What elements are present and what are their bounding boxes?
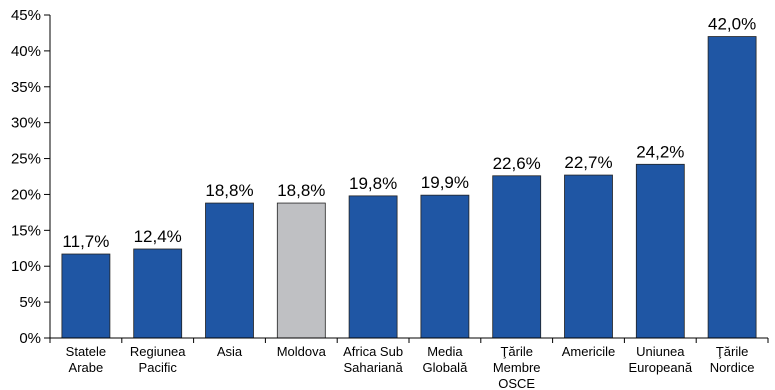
bars (62, 37, 756, 338)
bar-media-globala (421, 195, 469, 338)
data-label-media-globala: 19,9% (421, 173, 469, 192)
y-tick-label: 0% (19, 330, 41, 347)
bar-regiunea-pacific (134, 249, 182, 338)
x-tick-label-line: Nordice (710, 360, 755, 375)
x-tick-label-statele-arabe: Statele Arabe (66, 344, 106, 375)
x-tick-label-tarile-nordice: Ţările Nordice (710, 344, 755, 375)
bar-asia (206, 203, 254, 338)
x-tick-label-regiunea-pacific: Regiunea Pacific (130, 344, 186, 375)
x-tick-label-line: Uniunea (636, 344, 685, 359)
data-label-uniunea-europeana: 24,2% (636, 142, 684, 161)
x-tick-label-line: OSCE (498, 376, 535, 390)
x-tick-label-line: Sahariană (343, 360, 403, 375)
x-tick-label-uniunea-europeana: Uniunea Europeană (628, 344, 692, 375)
data-label-regiunea-pacific: 12,4% (134, 227, 182, 246)
x-tick-label-media-globala: Media Globală (422, 344, 468, 375)
bar-tarile-membre-osce (493, 176, 541, 338)
x-tick-label-line: Globală (422, 360, 468, 375)
y-tick-label: 15% (11, 222, 41, 239)
bar-uniunea-europeana (636, 164, 684, 338)
y-tick-label: 45% (11, 7, 41, 24)
data-label-tarile-nordice: 42,0% (708, 15, 756, 34)
y-tick-label: 20% (11, 186, 41, 203)
x-tick-label-line: Asia (217, 344, 243, 359)
x-tick-label-tarile-membre-osce: Ţările Membre OSCE (493, 344, 541, 390)
bar-africa-sub-sahariana (349, 196, 397, 338)
x-tick-label-africa-sub-sahariana: Africa Sub Sahariană (343, 344, 403, 375)
x-tick-label-line: Moldova (277, 344, 327, 359)
x-tick-label-americile: Americile (562, 344, 615, 359)
bar-tarile-nordice (708, 37, 756, 338)
data-label-americile: 22,7% (564, 153, 612, 172)
y-tick-label: 5% (19, 294, 41, 311)
x-tick-label-line: Ţările (716, 344, 749, 359)
y-tick-label: 30% (11, 115, 41, 132)
x-tick-label-line: Africa Sub (343, 344, 403, 359)
bar-moldova (277, 203, 325, 338)
data-label-moldova: 18,8% (277, 181, 325, 200)
y-axis: 0% 5% 10% 15% 20% 25% 30% 35% 40% 45% (11, 7, 50, 347)
x-tick-label-line: Regiunea (130, 344, 186, 359)
data-label-statele-arabe: 11,7% (62, 232, 109, 251)
x-tick-label-line: Membre (493, 360, 541, 375)
x-tick-label-moldova: Moldova (277, 344, 327, 359)
y-tick-label: 25% (11, 151, 41, 168)
x-tick-label-asia: Asia (217, 344, 243, 359)
x-tick-label-line: Europeană (628, 360, 692, 375)
data-label-asia: 18,8% (205, 181, 253, 200)
y-tick-label: 35% (11, 79, 41, 96)
x-tick-label-line: Ţările (500, 344, 533, 359)
x-tick-label-line: Americile (562, 344, 615, 359)
y-tick-label: 10% (11, 258, 41, 275)
x-tick-label-line: Pacific (139, 360, 178, 375)
y-tick-label: 40% (11, 43, 41, 60)
bar-statele-arabe (62, 254, 110, 338)
data-label-africa-sub-sahariana: 19,8% (349, 174, 397, 193)
x-tick-label-line: Arabe (69, 360, 104, 375)
x-tick-label-line: Statele (66, 344, 106, 359)
x-tick-label-line: Media (427, 344, 463, 359)
data-label-tarile-membre-osce: 22,6% (493, 154, 541, 173)
bar-americile (565, 175, 613, 338)
x-axis: Statele Arabe Regiunea Pacific Asia Moldova Af… (50, 338, 768, 390)
